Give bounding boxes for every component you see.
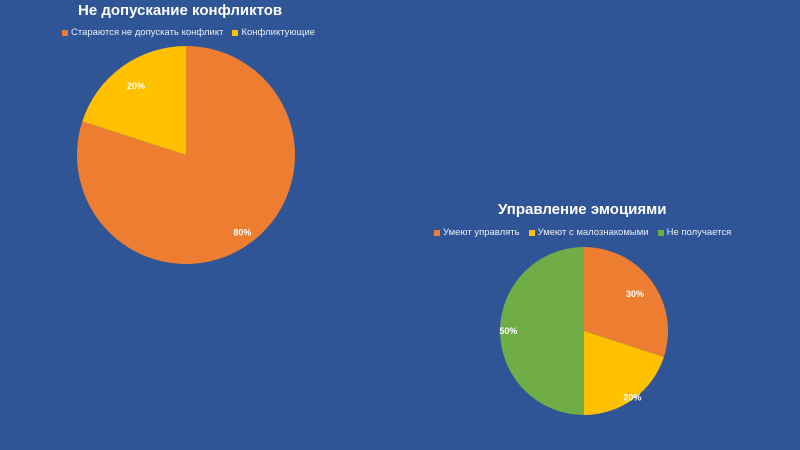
legend-label: Не получается [666,227,732,238]
chart-title: Не допускание конфликтов [78,2,283,19]
legend-entry: Не получается [657,227,732,238]
legend-label: Умеют с малознакомыми [537,227,649,238]
pie-chart: 30% 20% 50% [499,247,668,415]
legend-entry: Конфликтующие [232,27,315,38]
legend-label: Конфликтующие [241,27,315,38]
chart-emotions: Управление эмоциями Умеют управлять Умею… [420,190,800,450]
pie-slice [500,247,584,415]
legend-entry: Стараются не допускать конфликт [62,27,223,38]
legend-swatch [657,229,664,236]
legend-label: Умеют управлять [443,227,520,238]
slice-label: 20% [623,393,641,403]
legend-swatch [62,29,68,36]
legend-swatch [434,229,440,236]
chart-legend: Умеют управлять Умеют с малознакомыми Не… [434,227,731,238]
slice-label: 50% [499,326,517,336]
legend-entry: Умеют с малознакомыми [528,227,649,238]
slice-label: 80% [233,228,251,238]
pie-slice [82,46,186,155]
pie-slice [584,247,668,357]
chart-conflicts: Не допускание конфликтов Стараются не до… [62,2,315,264]
chart-legend: Стараются не допускать конфликт Конфликт… [62,27,315,38]
chart-title: Управление эмоциями [498,201,667,218]
slice-label: 30% [626,289,644,299]
pie-slice [584,331,664,415]
legend-entry: Умеют управлять [434,227,520,238]
legend-swatch [528,229,535,236]
pie-chart: 80% 20% [76,46,296,264]
slice-label: 20% [127,81,145,91]
legend-swatch [232,29,239,36]
legend-label: Стараются не допускать конфликт [71,27,224,38]
